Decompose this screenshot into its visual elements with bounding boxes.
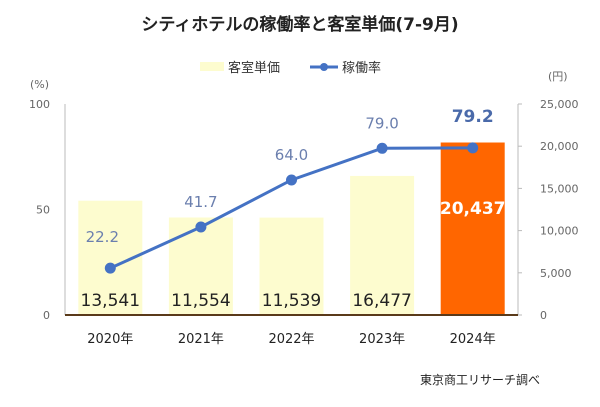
occupancy-point [195, 221, 207, 233]
bar-label: 20,437 [440, 199, 506, 219]
legend-swatch-bar [200, 62, 224, 71]
x-tick-label: 2020年 [87, 332, 133, 347]
bar-2023年 [350, 175, 415, 315]
bars-layer [78, 142, 505, 315]
occupancy-point [467, 142, 479, 154]
bar-2022年 [259, 217, 324, 315]
x-tick-label: 2023年 [359, 332, 405, 347]
occupancy-label: 64.0 [275, 146, 308, 164]
legend-marker-line [320, 63, 328, 71]
right-tick-label: 5,000 [540, 267, 572, 280]
x-tick-label: 2021年 [178, 332, 224, 347]
bar-label: 13,541 [81, 291, 140, 311]
occupancy-point [376, 142, 388, 154]
bar-2021年 [168, 217, 233, 315]
left-axis-unit: (%) [30, 78, 49, 91]
labels-layer: 13,541 2020年 11,554 2021年 11,539 2022年 16,477 2… [81, 107, 506, 347]
line-layer [104, 142, 479, 274]
x-tick-label: 2022年 [268, 332, 314, 347]
bar-label: 11,554 [171, 291, 230, 311]
occupancy-point [104, 262, 116, 274]
right-tick-label: 0 [540, 309, 547, 322]
right-tick-label: 15,000 [540, 182, 579, 195]
occupancy-label: 79.0 [365, 114, 398, 132]
bar-label: 16,477 [352, 291, 411, 311]
x-tick-label: 2024年 [450, 332, 496, 347]
right-tick-label: 20,000 [540, 140, 579, 153]
bar-2024年 [440, 142, 505, 315]
right-tick-label: 10,000 [540, 225, 579, 238]
occupancy-label: 79.2 [452, 107, 494, 127]
occupancy-label: 22.2 [86, 228, 119, 246]
left-tick-label: 100 [29, 98, 50, 111]
legend-label-bar: 客室単価 [228, 60, 280, 76]
legend: 客室単価 稼働率 [200, 60, 381, 76]
left-tick-label: 50 [36, 204, 50, 217]
axes-layer: 0 50 100 0 5,000 10,000 15,000 20,000 25,000 [29, 98, 579, 322]
chart-title: シティホテルの稼働率と客室単価(7-9月) [141, 14, 458, 35]
source-note: 東京商工リサーチ調べ [420, 372, 540, 387]
legend-label-line: 稼働率 [342, 60, 381, 76]
right-tick-label: 25,000 [540, 98, 579, 111]
occupancy-label: 41.7 [184, 193, 217, 211]
occupancy-point [286, 174, 297, 186]
left-tick-label: 0 [43, 309, 50, 322]
right-axis-unit: (円) [548, 70, 568, 83]
bar-label: 11,539 [262, 291, 321, 311]
